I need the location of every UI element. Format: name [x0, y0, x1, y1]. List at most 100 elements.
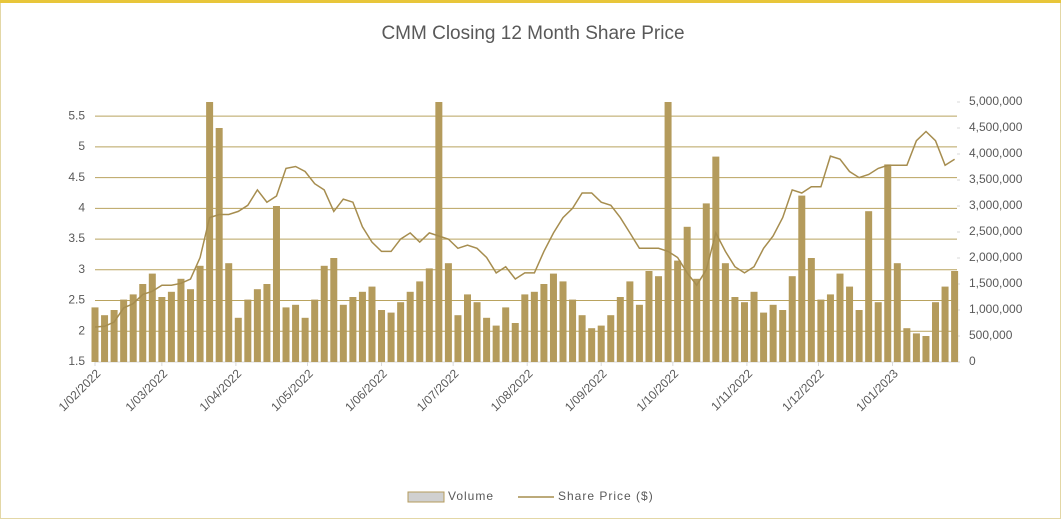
volume-bar	[244, 299, 252, 362]
volume-bar	[158, 297, 166, 362]
y-tick-label: 4.5	[68, 170, 85, 184]
volume-bar	[826, 294, 834, 362]
volume-bar	[655, 276, 663, 362]
volume-bar	[788, 276, 796, 362]
volume-bar	[922, 336, 930, 362]
volume-bar	[435, 102, 443, 362]
volume-bar	[559, 281, 567, 362]
y2-tick-label: 500,000	[969, 328, 1013, 342]
volume-bar	[148, 273, 156, 362]
volume-bar	[932, 302, 940, 362]
volume-bar	[855, 310, 863, 362]
y2-tick-label: 0	[969, 354, 976, 368]
volume-bar	[263, 284, 271, 362]
volume-bar	[187, 289, 195, 362]
volume-bar	[874, 302, 882, 362]
volume-bar	[616, 297, 624, 362]
volume-bar	[664, 102, 672, 362]
volume-bar	[502, 307, 510, 362]
volume-bar	[779, 310, 787, 362]
volume-bar	[215, 128, 223, 362]
y-tick-label: 1.5	[68, 354, 85, 368]
volume-bar	[846, 286, 854, 362]
volume-bar	[884, 164, 892, 362]
volume-bar	[330, 258, 338, 362]
volume-bar	[712, 156, 720, 362]
volume-bar	[912, 333, 920, 362]
volume-bar	[549, 273, 557, 362]
volume-bar	[425, 268, 433, 362]
y2-tick-label: 3,500,000	[969, 172, 1023, 186]
volume-bar	[282, 307, 290, 362]
volume-bar	[301, 317, 309, 362]
volume-bar	[167, 291, 175, 362]
top-rule	[0, 0, 1061, 3]
volume-bar	[129, 294, 137, 362]
y-tick-label: 5.5	[68, 108, 85, 122]
volume-bar	[569, 299, 577, 362]
volume-bar	[530, 291, 538, 362]
chart-title: CMM Closing 12 Month Share Price	[381, 23, 684, 44]
volume-bar	[731, 297, 739, 362]
y2-tick-label: 1,500,000	[969, 276, 1023, 290]
volume-bar	[674, 260, 682, 362]
volume-bar	[177, 278, 185, 362]
volume-bar	[339, 304, 347, 362]
volume-bar	[893, 263, 901, 362]
volume-bar	[196, 265, 204, 362]
volume-bar	[865, 211, 873, 362]
legend-label: Volume	[448, 489, 494, 503]
volume-bar	[416, 281, 424, 362]
volume-bar	[588, 328, 596, 362]
y2-tick-label: 4,500,000	[969, 120, 1023, 134]
volume-bar	[225, 263, 233, 362]
volume-bar	[903, 328, 911, 362]
volume-bar	[139, 284, 147, 362]
volume-bar	[406, 291, 414, 362]
volume-bar	[693, 278, 701, 362]
price-line	[94, 130, 956, 328]
volume-bar	[483, 317, 491, 362]
volume-bar	[941, 286, 949, 362]
volume-bar	[540, 284, 548, 362]
legend-label: Share Price ($)	[558, 489, 654, 503]
volume-bar	[253, 289, 261, 362]
y-tick-label: 5	[78, 139, 85, 153]
volume-bar	[272, 206, 280, 362]
volume-bar	[368, 286, 376, 362]
volume-bar	[511, 323, 519, 362]
legend-swatch	[407, 491, 445, 503]
volume-bar	[444, 263, 452, 362]
volume-bar	[91, 307, 99, 362]
volume-bar	[521, 294, 529, 362]
y2-tick-label: 2,500,000	[969, 224, 1023, 238]
volume-bar	[578, 315, 586, 362]
volume-bar	[454, 315, 462, 362]
y2-tick-label: 2,000,000	[969, 250, 1023, 264]
volume-bar	[836, 273, 844, 362]
volume-bar	[492, 325, 500, 362]
volume-bar	[645, 271, 653, 362]
y2-tick-label: 3,000,000	[969, 198, 1023, 212]
volume-bar	[110, 310, 118, 362]
y2-tick-label: 5,000,000	[969, 94, 1023, 108]
volume-bar	[807, 258, 815, 362]
volume-bar	[234, 317, 242, 362]
volume-bar	[740, 302, 748, 362]
y2-tick-label: 1,000,000	[969, 302, 1023, 316]
volume-bar	[101, 315, 109, 362]
volume-bar	[292, 304, 300, 362]
volume-bar	[378, 310, 386, 362]
volume-bar	[798, 195, 806, 362]
volume-bar	[635, 304, 643, 362]
volume-bar	[349, 297, 357, 362]
volume-bar	[607, 315, 615, 362]
volume-bar	[320, 265, 328, 362]
volume-bar	[683, 226, 691, 362]
volume-bar	[397, 302, 405, 362]
volume-bar	[597, 325, 605, 362]
volume-bar	[817, 299, 825, 362]
volume-bar	[387, 312, 395, 362]
